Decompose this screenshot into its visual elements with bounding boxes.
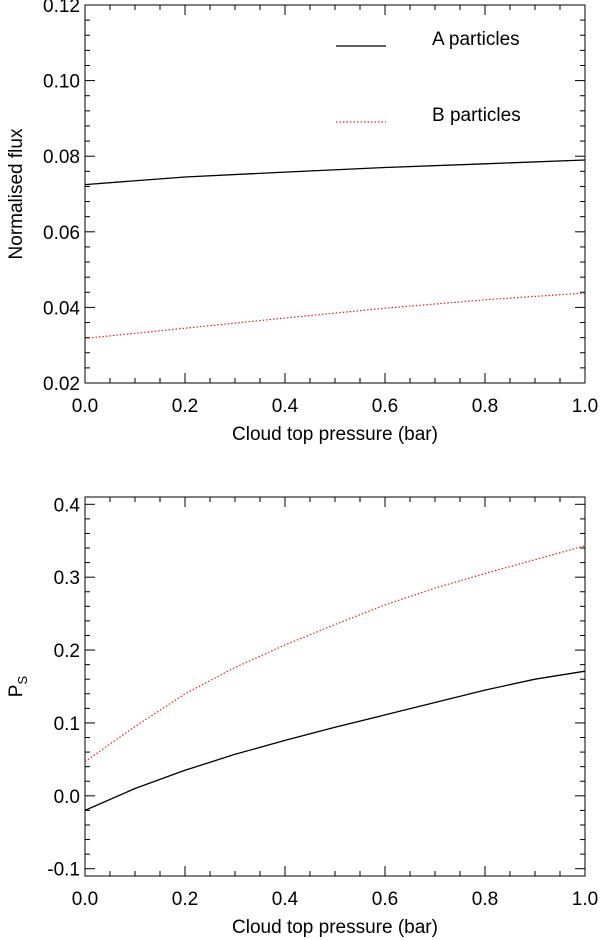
x-tick-label: 1.0: [572, 396, 598, 417]
series-line-1: [84, 159, 586, 186]
x-tick-label: 0.8: [472, 396, 498, 417]
plot-frame: [84, 496, 586, 877]
series-line-2: [84, 292, 586, 339]
y-tick-label: 0.0: [54, 787, 80, 808]
x-tick-label: 0.2: [172, 396, 198, 417]
x-tick-label: 0.6: [372, 889, 398, 910]
chart-1: 0.0 0.2 0.4 0.6 0.8 1.0 0.02 0.04 0.06 0.08 0.10 0.…: [6, 0, 598, 445]
y-axis-label-subscript: S: [15, 675, 30, 684]
y-tick-label: 0.1: [54, 714, 80, 735]
y-tick-label: 0.12: [43, 0, 80, 17]
x-tick-label: 0.0: [72, 889, 98, 910]
chart-2: 0.0 0.2 0.4 0.6 0.8 1.0 -0.1 0.0 0.1 0.2 0.3 0.4 Clo…: [6, 495, 598, 938]
legend-label-2: B particles: [432, 105, 521, 126]
y-tick-label: 0.06: [43, 223, 80, 244]
x-axis-label: Cloud top pressure (bar): [232, 917, 438, 938]
plot-frame: [84, 4, 586, 384]
x-tick-label: 0.2: [172, 889, 198, 910]
legend-label-1: A particles: [432, 29, 520, 50]
x-tick-label: 1.0: [572, 889, 598, 910]
y-tick-label: 0.08: [43, 147, 80, 168]
x-tick-label: 0.6: [372, 396, 398, 417]
y-tick-label: 0.4: [54, 495, 81, 516]
y-tick-label: 0.02: [43, 374, 80, 395]
y-axis-label: Normalised flux: [6, 128, 27, 259]
x-tick-label: 0.8: [472, 889, 498, 910]
series-line-2: [84, 545, 586, 763]
y-tick-label: 0.2: [54, 641, 80, 662]
y-tick-label: 0.04: [43, 298, 80, 319]
y-tick-label: -0.1: [47, 860, 80, 881]
y-tick-label: 0.10: [43, 72, 80, 93]
y-axis-label: PS: [6, 675, 30, 697]
y-tick-label: 0.3: [54, 568, 80, 589]
x-tick-label: 0.4: [272, 396, 299, 417]
series-line-1: [84, 670, 586, 811]
x-axis-label: Cloud top pressure (bar): [232, 424, 438, 445]
x-tick-label: 0.0: [72, 396, 98, 417]
x-tick-label: 0.4: [272, 889, 299, 910]
